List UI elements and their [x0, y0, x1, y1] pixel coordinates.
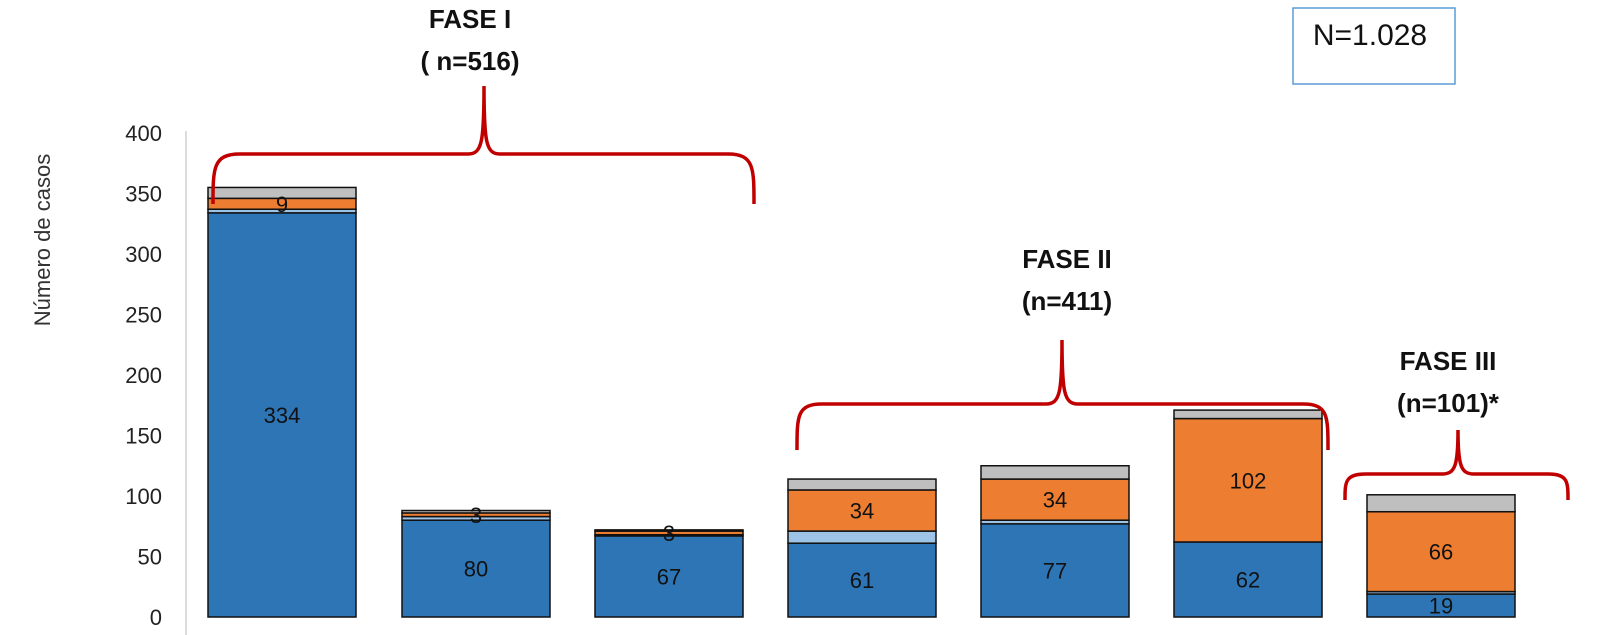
y-tick-label: 300	[125, 242, 162, 267]
y-tick-label: 0	[150, 605, 162, 630]
bar-segment	[594, 529, 744, 532]
phase-2-brace	[795, 339, 1330, 451]
phase-3-title: FASE III	[1400, 346, 1497, 376]
bar-value-label: 34	[850, 499, 874, 524]
phase-1-count: ( n=516)	[421, 46, 520, 76]
phase-3-count: (n=101)*	[1397, 388, 1500, 418]
phase-3-brace	[1343, 429, 1570, 501]
bar-value-label: 61	[850, 568, 874, 593]
bar-segment	[787, 530, 937, 544]
bar-segment	[1366, 510, 1516, 593]
phase-braces	[211, 85, 1570, 501]
phase-2-title: FASE II	[1022, 244, 1112, 274]
bar-segment	[401, 509, 551, 514]
bar-segment	[1173, 409, 1323, 420]
data-labels: 334 9 80 3 67 3 61 34 77 34 62 102 19 66	[264, 192, 1454, 619]
bar-segment	[1366, 494, 1516, 513]
bar-value-label: 66	[1429, 540, 1453, 565]
bar-value-label: 67	[657, 564, 681, 589]
phase-2-count: (n=411)	[1022, 286, 1112, 316]
y-axis: 0 50 100 150 200 250 300 350 400	[125, 121, 187, 635]
bar-value-label: 34	[1043, 488, 1067, 513]
bar-segment	[787, 478, 937, 491]
bar-segment	[207, 186, 357, 200]
bar-value-label: 334	[264, 403, 301, 428]
phase-1-brace	[211, 85, 756, 205]
bar-segment	[207, 212, 357, 618]
bar-segment	[1173, 541, 1323, 618]
bar-value-label: 80	[464, 557, 488, 582]
bar-segment	[787, 489, 937, 532]
bar-value-label: 19	[1429, 594, 1453, 619]
bar-value-label: 77	[1043, 558, 1067, 583]
y-tick-label: 350	[125, 182, 162, 207]
bar-value-label: 3	[663, 521, 675, 546]
bar-value-label: 102	[1230, 468, 1267, 493]
y-tick-label: 250	[125, 303, 162, 328]
bar-segment	[594, 535, 744, 618]
total-label: N=1.028	[1313, 19, 1427, 52]
y-tick-label: 150	[125, 424, 162, 449]
bar-segment	[980, 478, 1130, 521]
y-tick-label: 200	[125, 363, 162, 388]
y-tick-label: 50	[138, 545, 162, 570]
bar-value-label: 3	[470, 503, 482, 528]
bar-segment	[980, 465, 1130, 480]
bar-segment	[980, 523, 1130, 618]
bar-segment	[401, 519, 551, 618]
y-tick-label: 100	[125, 484, 162, 509]
bars	[207, 186, 1516, 618]
bar-segment	[787, 542, 937, 618]
y-tick-label: 400	[125, 121, 162, 146]
phase-1-title: FASE I	[429, 4, 511, 34]
bar-value-label: 9	[276, 192, 288, 217]
y-axis-title: Número de casos	[30, 154, 55, 326]
total-box	[1292, 7, 1456, 85]
bar-value-label: 62	[1236, 567, 1260, 592]
